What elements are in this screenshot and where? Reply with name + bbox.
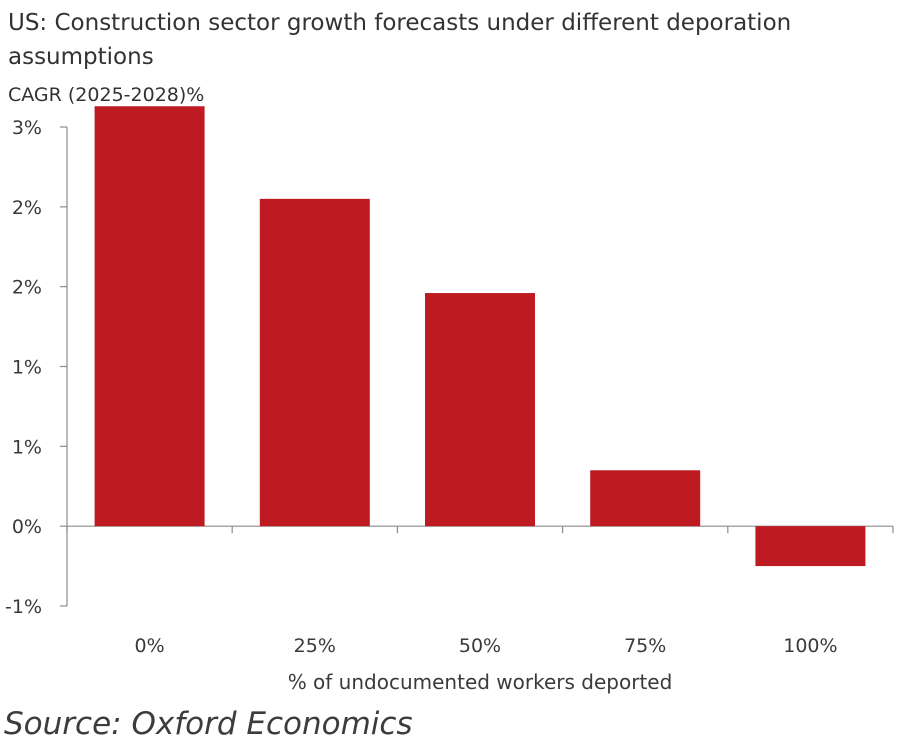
bar (755, 526, 866, 567)
chart-subtitle: CAGR (2025-2028)% (8, 84, 205, 106)
bar (94, 106, 205, 527)
x-tick-label: 0% (135, 635, 165, 657)
y-tick-label: -1% (5, 596, 42, 618)
x-tick-label: 100% (783, 635, 837, 657)
x-tick-label: 50% (459, 635, 501, 657)
bars (94, 106, 866, 567)
bar (425, 293, 535, 527)
y-tick-label: 2% (12, 277, 42, 299)
bar-chart: -1% 0% 1% 1% 2% 2% 3% 0% 25% 50% 75% 100% % of und… (5, 106, 894, 694)
y-tick-label: 2% (12, 197, 42, 219)
y-tick-label: 0% (12, 516, 42, 538)
y-tick-label: 1% (12, 357, 42, 379)
y-tick-label: 1% (12, 436, 42, 458)
x-axis-title: % of undocumented workers deported (288, 670, 673, 694)
bar (259, 198, 370, 527)
bar (590, 470, 701, 527)
x-tick-label: 25% (294, 635, 336, 657)
chart-title: US: Construction sector growth forecasts… (8, 10, 792, 70)
x-axis: 0% 25% 50% 75% 100% (66, 525, 894, 657)
y-axis: -1% 0% 1% 1% 2% 2% 3% (5, 117, 68, 618)
y-tick-label: 3% (12, 117, 42, 139)
x-tick-label: 75% (624, 635, 666, 657)
source-note: Source: Oxford Economics (4, 706, 413, 742)
